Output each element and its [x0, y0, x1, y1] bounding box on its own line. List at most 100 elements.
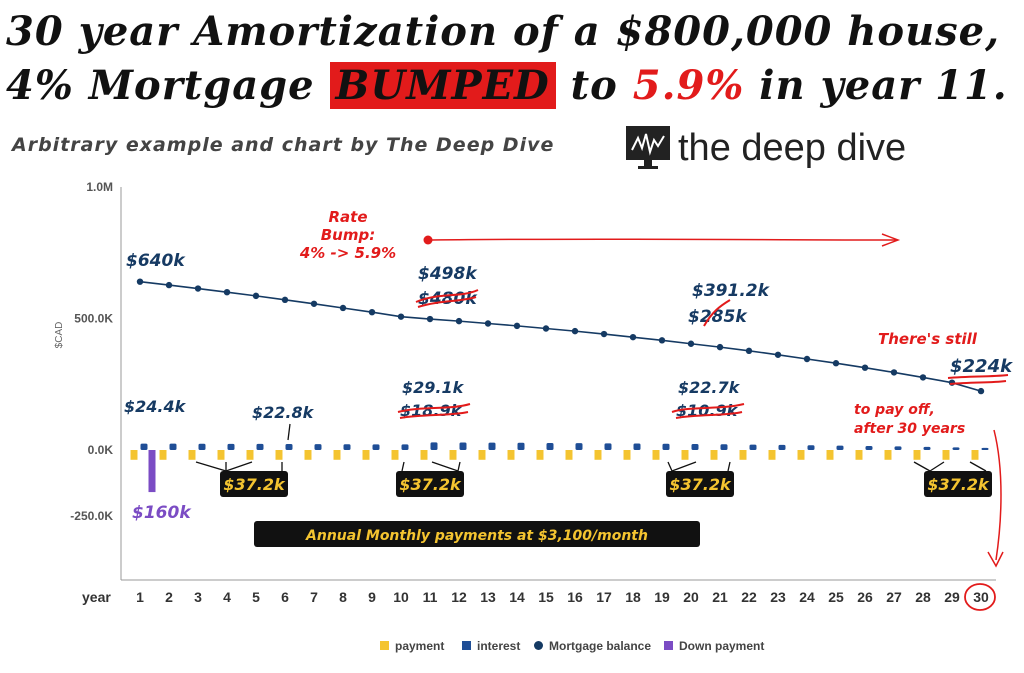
legend-label: Mortgage balance — [549, 639, 651, 653]
payment-bar — [942, 450, 950, 460]
payment-bar — [333, 450, 341, 460]
title-line-2-mid: to — [555, 62, 633, 109]
monthly-banner-box — [254, 521, 700, 547]
payment-bar — [623, 450, 631, 460]
legend-swatch — [462, 641, 471, 650]
mortgage-balance-line — [139, 280, 982, 392]
legend-swatch — [534, 641, 543, 650]
interest-bar — [459, 442, 467, 450]
mortgage-balance-point — [281, 296, 289, 304]
payment-bar — [971, 450, 979, 460]
strike-interest-y21-b — [675, 411, 743, 419]
legend-label: interest — [477, 639, 520, 653]
legend-label: payment — [395, 639, 444, 653]
interest-bar — [836, 445, 844, 450]
year-30-circle — [964, 583, 996, 611]
mortgage-balance-point — [368, 308, 376, 316]
mortgage-balance-point — [919, 374, 927, 381]
interest-bar — [604, 443, 612, 450]
payment-label-2: $37.2k — [399, 475, 462, 494]
interest-bar — [517, 442, 525, 450]
payment-leader-line — [913, 461, 931, 472]
payment-bar — [768, 450, 776, 460]
payment-label-1: $37.2k — [223, 475, 286, 494]
interest-bar — [807, 445, 815, 450]
interest-bar — [546, 442, 554, 450]
interest-bar — [952, 447, 960, 450]
x-tick-label: 7 — [310, 589, 318, 605]
annotation-rate-bump: Rate Bump: 4% -> 5.9% — [299, 208, 396, 262]
payment-bar — [420, 450, 428, 460]
interest-bar — [314, 444, 322, 450]
mortgage-balance-point — [252, 292, 260, 300]
pay-off-arrowhead — [987, 551, 1004, 568]
leader-interest-y6 — [287, 423, 291, 441]
mortgage-balance-point — [194, 285, 202, 292]
x-tick-label: 15 — [538, 589, 554, 605]
strike-balance-y21 — [703, 299, 731, 327]
title-line-2-post: in year 11. — [744, 62, 1008, 109]
payment-bar — [246, 450, 254, 460]
payment-bar — [884, 450, 892, 460]
y-tick-label: -250.0K — [70, 509, 113, 523]
x-tick-label: 3 — [194, 589, 202, 605]
mortgage-balance-point — [977, 387, 985, 395]
payment-bar — [826, 450, 834, 460]
x-tick-label: 17 — [596, 589, 612, 605]
payment-bar — [391, 450, 399, 460]
mortgage-balance-point — [803, 355, 811, 363]
legend-swatch — [664, 641, 673, 650]
payment-bar — [536, 450, 544, 460]
interest-bar — [488, 442, 496, 450]
brand-text: the deep dive — [678, 126, 907, 169]
x-tick-label: 25 — [828, 589, 844, 605]
payment-leader-line — [457, 461, 461, 472]
mortgage-balance-point — [542, 325, 550, 332]
annotation-balance-start: $640k — [126, 251, 186, 271]
payment-bar — [449, 450, 457, 460]
title-line-2-pre: 4% Mortgage — [6, 62, 330, 109]
x-tick-label: 8 — [339, 589, 347, 605]
x-tick-label: 27 — [886, 589, 902, 605]
payment-bar — [913, 450, 921, 460]
subtitle: Arbitrary example and chart by The Deep … — [12, 134, 555, 156]
y-tick-label: 500.0K — [74, 312, 113, 326]
interest-bar — [198, 443, 206, 450]
x-tick-label: 30 — [973, 589, 989, 605]
down-payment-bar — [148, 450, 156, 493]
interest-bar — [343, 444, 351, 450]
mortgage-balance-point — [310, 300, 318, 307]
payment-bar — [478, 450, 486, 460]
strike-interest-y11-b — [399, 411, 469, 419]
interest-bar — [662, 443, 670, 450]
payment-bar — [739, 450, 747, 460]
mortgage-balance-point — [890, 369, 898, 376]
mortgage-balance-point — [426, 315, 434, 323]
mortgage-balance-point — [455, 317, 463, 325]
interest-bar — [140, 443, 148, 450]
payment-label-1-box — [220, 471, 288, 497]
interest-bar — [749, 444, 757, 450]
mortgage-balance-point — [832, 360, 840, 367]
payment-label-3: $37.2k — [669, 475, 732, 494]
legend-label: Down payment — [679, 639, 764, 653]
payment-bar — [159, 450, 167, 460]
mortgage-balance-point — [658, 337, 666, 344]
title-line-1: 30 year Amortization of a $800,000 house… — [6, 8, 1001, 55]
payment-bar — [855, 450, 863, 460]
interest-bar — [633, 443, 641, 450]
annotation-balance-y21-struck: $285k — [688, 307, 748, 327]
payment-bar — [565, 450, 573, 460]
payment-leader-line — [929, 461, 945, 472]
interest-bar — [285, 444, 293, 450]
x-tick-label: 22 — [741, 589, 757, 605]
payment-bar — [652, 450, 660, 460]
x-tick-label: 12 — [451, 589, 467, 605]
mortgage-balance-point — [745, 347, 753, 355]
x-tick-label: 10 — [393, 589, 409, 605]
rate-bump-arrow — [431, 238, 897, 241]
legend: payment interest Mortgage balance Down paym… — [380, 639, 764, 653]
interest-bar — [923, 446, 931, 450]
mortgage-balance-point — [687, 340, 695, 347]
